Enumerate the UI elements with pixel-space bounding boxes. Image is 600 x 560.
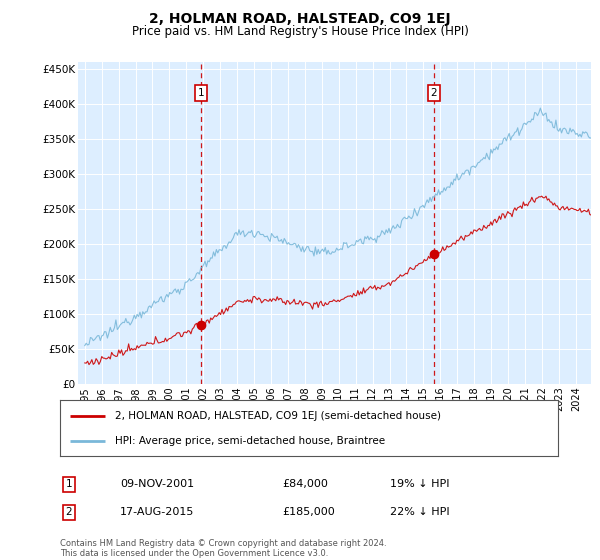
Text: 1: 1 — [197, 88, 204, 98]
Text: Contains HM Land Registry data © Crown copyright and database right 2024.
This d: Contains HM Land Registry data © Crown c… — [60, 539, 386, 558]
Text: 2: 2 — [65, 507, 73, 517]
Text: 17-AUG-2015: 17-AUG-2015 — [120, 507, 194, 517]
Text: 2, HOLMAN ROAD, HALSTEAD, CO9 1EJ (semi-detached house): 2, HOLMAN ROAD, HALSTEAD, CO9 1EJ (semi-… — [115, 410, 441, 421]
Text: 09-NOV-2001: 09-NOV-2001 — [120, 479, 194, 489]
Text: 2: 2 — [431, 88, 437, 98]
Text: 22% ↓ HPI: 22% ↓ HPI — [390, 507, 449, 517]
Text: 19% ↓ HPI: 19% ↓ HPI — [390, 479, 449, 489]
Text: 1: 1 — [65, 479, 73, 489]
Text: 2, HOLMAN ROAD, HALSTEAD, CO9 1EJ: 2, HOLMAN ROAD, HALSTEAD, CO9 1EJ — [149, 12, 451, 26]
Text: £84,000: £84,000 — [282, 479, 328, 489]
Text: Price paid vs. HM Land Registry's House Price Index (HPI): Price paid vs. HM Land Registry's House … — [131, 25, 469, 38]
Text: HPI: Average price, semi-detached house, Braintree: HPI: Average price, semi-detached house,… — [115, 436, 385, 446]
Text: £185,000: £185,000 — [282, 507, 335, 517]
